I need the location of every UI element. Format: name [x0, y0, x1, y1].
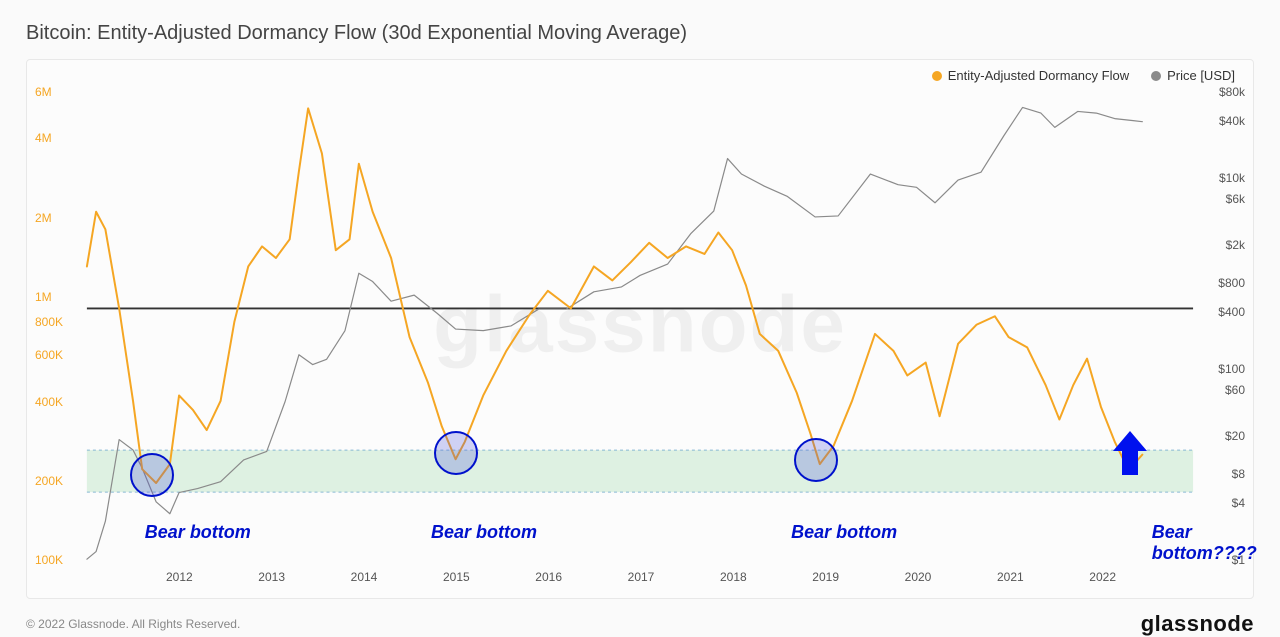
chart-title: Bitcoin: Entity-Adjusted Dormancy Flow (… — [26, 22, 1254, 45]
legend-dot-dormancy — [932, 71, 942, 81]
chart-svg — [27, 60, 1253, 599]
page-root: Bitcoin: Entity-Adjusted Dormancy Flow (… — [0, 0, 1280, 634]
chart-area: Entity-Adjusted Dormancy Flow Price [USD… — [26, 59, 1254, 599]
brand-logo: glassnode — [1141, 611, 1254, 637]
legend-label-price: Price [USD] — [1167, 68, 1235, 83]
legend-item-price: Price [USD] — [1151, 68, 1235, 83]
legend: Entity-Adjusted Dormancy Flow Price [USD… — [932, 68, 1235, 83]
copyright-text: © 2022 Glassnode. All Rights Reserved. — [26, 617, 240, 631]
legend-dot-price — [1151, 71, 1161, 81]
legend-item-dormancy: Entity-Adjusted Dormancy Flow — [932, 68, 1129, 83]
legend-label-dormancy: Entity-Adjusted Dormancy Flow — [948, 68, 1129, 83]
footer: © 2022 Glassnode. All Rights Reserved. g… — [26, 611, 1254, 637]
